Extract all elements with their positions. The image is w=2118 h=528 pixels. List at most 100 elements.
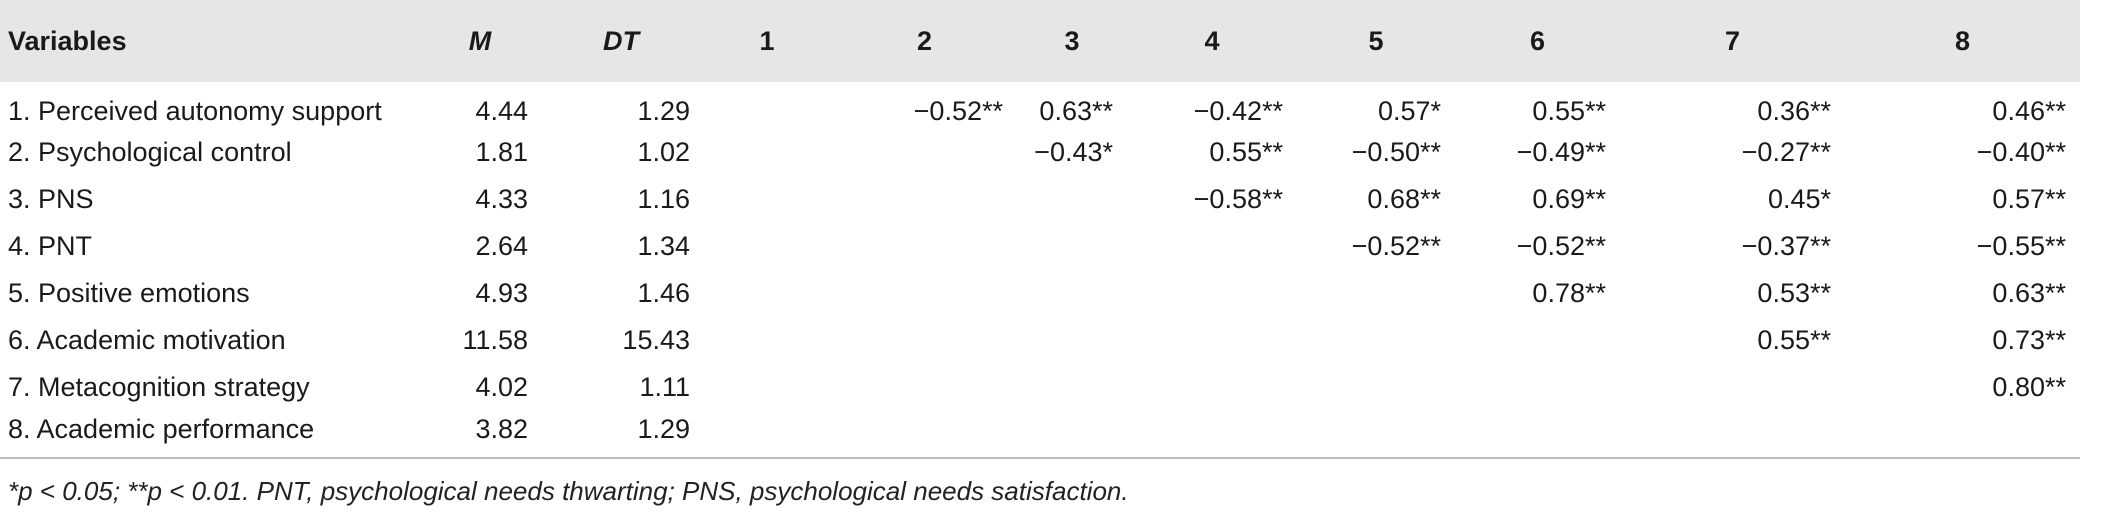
cell-c8: 0.80** xyxy=(1992,372,2066,402)
cell-c5 xyxy=(1297,317,1455,364)
row-variable: 6. Academic motivation xyxy=(8,325,286,355)
cell-c3 xyxy=(1017,223,1127,270)
row-dt: 1.29 xyxy=(637,413,690,444)
row-mean: 4.44 xyxy=(475,96,528,126)
cell-c3 xyxy=(1017,270,1127,317)
correlation-table: Variables M DT 1 2 3 4 5 6 7 8 1. Percei… xyxy=(0,0,2080,458)
row-mean: 4.02 xyxy=(475,372,528,402)
row-mean: 2.64 xyxy=(475,231,528,261)
cell-c2 xyxy=(832,317,1017,364)
cell-c7 xyxy=(1620,364,1845,411)
cell-c7: 0.36** xyxy=(1757,96,1831,126)
cell-c7: −0.27** xyxy=(1741,137,1831,167)
cell-c4: −0.58** xyxy=(1193,184,1283,214)
cell-c7: −0.37** xyxy=(1741,231,1831,261)
cell-c8: 0.46** xyxy=(1992,96,2066,126)
header-dt: DT xyxy=(603,25,639,56)
header-col-2: 2 xyxy=(916,25,933,56)
cell-c1 xyxy=(702,317,832,364)
table-row: 8. Academic performance 3.82 1.29 xyxy=(0,411,2080,458)
table-footnote: *p < 0.05; **p < 0.01. PNT, psychologica… xyxy=(8,476,1129,506)
correlation-table-container: Variables M DT 1 2 3 4 5 6 7 8 1. Percei… xyxy=(0,0,2080,458)
row-variable: 2. Psychological control xyxy=(8,137,292,167)
row-dt: 1.16 xyxy=(637,184,690,214)
row-variable: 8. Academic performance xyxy=(8,413,315,444)
cell-c3 xyxy=(1017,317,1127,364)
cell-c6 xyxy=(1455,364,1620,411)
header-col-4: 4 xyxy=(1204,25,1220,56)
cell-c6: 0.55** xyxy=(1532,96,1606,126)
cell-c3 xyxy=(1017,411,1127,458)
cell-c8: −0.40** xyxy=(1976,137,2066,167)
cell-c8: −0.55** xyxy=(1976,231,2066,261)
row-mean: 11.58 xyxy=(462,325,528,355)
table-header: Variables M DT 1 2 3 4 5 6 7 8 xyxy=(0,0,2080,82)
header-row: Variables M DT 1 2 3 4 5 6 7 8 xyxy=(0,0,2080,82)
table-body: 1. Perceived autonomy support 4.44 1.29 … xyxy=(0,82,2080,458)
cell-c4 xyxy=(1127,364,1297,411)
row-variable: 1. Perceived autonomy support xyxy=(8,96,382,126)
table-row: 6. Academic motivation 11.58 15.43 0.55*… xyxy=(0,317,2080,364)
cell-c7: 0.45* xyxy=(1767,184,1831,214)
row-dt: 1.34 xyxy=(637,231,690,261)
cell-c6: −0.49** xyxy=(1516,137,1606,167)
cell-c2 xyxy=(832,223,1017,270)
cell-c5: −0.50** xyxy=(1351,137,1441,167)
row-dt: 1.46 xyxy=(637,278,690,308)
table-row: 2. Psychological control 1.81 1.02 −0.43… xyxy=(0,129,2080,176)
cell-c4 xyxy=(1127,317,1297,364)
cell-c3 xyxy=(1017,176,1127,223)
cell-c7: 0.53** xyxy=(1757,278,1831,308)
cell-c2: −0.52** xyxy=(913,96,1003,126)
cell-c1 xyxy=(702,223,832,270)
header-col-8: 8 xyxy=(1954,25,1971,56)
row-mean: 4.33 xyxy=(475,184,528,214)
row-variable: 5. Positive emotions xyxy=(8,278,250,308)
header-col-6: 6 xyxy=(1529,25,1546,56)
cell-c1 xyxy=(702,411,832,458)
header-col-7: 7 xyxy=(1724,25,1741,56)
row-dt: 1.29 xyxy=(637,96,690,126)
cell-c1 xyxy=(702,364,832,411)
cell-c7 xyxy=(1620,411,1845,458)
table-row: 1. Perceived autonomy support 4.44 1.29 … xyxy=(0,82,2080,129)
row-mean: 3.82 xyxy=(475,413,528,444)
cell-c6 xyxy=(1455,317,1620,364)
table-row: 4. PNT 2.64 1.34 −0.52** −0.52** −0.37**… xyxy=(0,223,2080,270)
cell-c4 xyxy=(1127,411,1297,458)
cell-c2 xyxy=(832,129,1017,176)
cell-c8: 0.73** xyxy=(1992,325,2066,355)
row-dt: 1.02 xyxy=(637,137,690,167)
cell-c5 xyxy=(1297,364,1455,411)
cell-c4: −0.42** xyxy=(1193,96,1283,126)
row-variable: 4. PNT xyxy=(8,231,93,261)
cell-c1 xyxy=(702,82,832,129)
row-mean: 1.81 xyxy=(475,137,528,167)
cell-c5 xyxy=(1297,411,1455,458)
row-variable: 3. PNS xyxy=(8,184,94,214)
cell-c7: 0.55** xyxy=(1757,325,1831,355)
cell-c4: 0.55** xyxy=(1209,137,1283,167)
cell-c3: −0.43* xyxy=(1034,137,1113,167)
cell-c6: −0.52** xyxy=(1516,231,1606,261)
row-variable: 7. Metacognition strategy xyxy=(8,372,310,402)
header-col-3: 3 xyxy=(1064,25,1080,56)
cell-c3: 0.63** xyxy=(1039,96,1113,126)
header-variables: Variables xyxy=(8,25,127,56)
cell-c3 xyxy=(1017,364,1127,411)
cell-c8: 0.57** xyxy=(1992,184,2066,214)
row-mean: 4.93 xyxy=(475,278,528,308)
cell-c2 xyxy=(832,411,1017,458)
cell-c2 xyxy=(832,176,1017,223)
header-col-5: 5 xyxy=(1368,25,1384,56)
cell-c6: 0.78** xyxy=(1532,278,1606,308)
cell-c1 xyxy=(702,270,832,317)
row-dt: 15.43 xyxy=(622,325,690,355)
table-row: 3. PNS 4.33 1.16 −0.58** 0.68** 0.69** 0… xyxy=(0,176,2080,223)
cell-c6 xyxy=(1455,411,1620,458)
cell-c5 xyxy=(1297,270,1455,317)
cell-c8: 0.63** xyxy=(1992,278,2066,308)
table-row: 5. Positive emotions 4.93 1.46 0.78** 0.… xyxy=(0,270,2080,317)
cell-c6: 0.69** xyxy=(1532,184,1606,214)
cell-c1 xyxy=(702,129,832,176)
